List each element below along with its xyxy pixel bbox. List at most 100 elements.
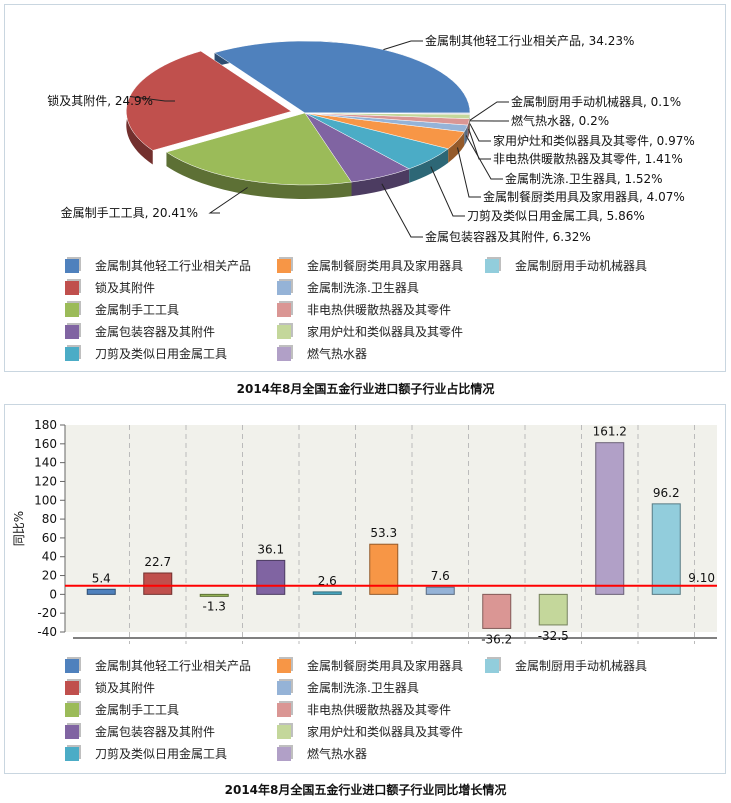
bar	[538, 593, 568, 626]
pie-leader-line	[469, 123, 491, 142]
legend-item[interactable]: 金属制洗涤.卫生器具	[277, 279, 419, 296]
legend-swatch	[65, 724, 79, 739]
pie-slice-top	[165, 112, 352, 186]
bar	[86, 588, 116, 595]
legend-item[interactable]: 金属包装容器及其附件	[65, 323, 215, 340]
pie-slice-side	[351, 168, 410, 197]
bar-value-label: 5.4	[92, 571, 111, 585]
bar	[595, 442, 625, 595]
bar	[256, 559, 286, 595]
legend-label: 燃气热水器	[307, 347, 368, 361]
legend-label: 燃气热水器	[307, 747, 368, 761]
legend-swatch	[277, 280, 291, 295]
legend-item[interactable]: 金属包装容器及其附件	[65, 723, 215, 740]
legend-item[interactable]: 金属制洗涤.卫生器具	[277, 679, 419, 696]
legend-swatch	[277, 724, 291, 739]
bar-value-label: 22.7	[144, 555, 171, 569]
y-tick-label: 160	[34, 437, 57, 451]
legend-swatch	[65, 746, 79, 761]
legend-item[interactable]: 金属制厨用手动机械器具	[485, 257, 647, 274]
pie-slice-label: 燃气热水器, 0.2%	[511, 113, 609, 128]
legend-item[interactable]: 刀剪及类似日用金属工具	[65, 345, 227, 362]
legend-item[interactable]: 燃气热水器	[277, 345, 367, 362]
bar-value-label: 161.2	[593, 425, 627, 439]
legend-item[interactable]: 金属制餐厨类用具及家用器具	[277, 657, 463, 674]
pie-slice-label: 金属制餐厨类用具及家用器具, 4.07%	[483, 189, 685, 204]
y-tick-label: 20	[42, 569, 57, 583]
pie-leader-line	[457, 147, 481, 198]
legend-swatch	[277, 658, 291, 673]
legend-swatch	[65, 280, 79, 295]
legend-swatch	[65, 346, 79, 361]
legend-swatch	[65, 702, 79, 717]
legend-item[interactable]: 家用炉灶和类似器具及其零件	[277, 323, 463, 340]
pie-chart: 金属制其他轻工行业相关产品, 34.23% 锁及其附件, 24.9% 金属制手工工具…	[47, 33, 695, 244]
bar-value-label: -1.3	[203, 600, 226, 614]
legend-swatch	[65, 258, 79, 273]
pie-slice-label: 金属制洗涤.卫生器具, 1.52%	[505, 171, 663, 186]
pie-leader-line	[383, 40, 423, 51]
legend-swatch	[65, 302, 79, 317]
legend-label: 非电热供暖散热器及其零件	[307, 303, 452, 317]
legend-label: 金属制洗涤.卫生器具	[307, 681, 419, 695]
y-tick-label: 80	[42, 512, 57, 526]
legend-item[interactable]: 非电热供暖散热器及其零件	[277, 701, 451, 718]
pie-leader-line	[430, 166, 465, 217]
y-axis-label: 同比%	[12, 511, 26, 546]
y-tick-label: 40	[42, 550, 57, 564]
legend-swatch	[65, 324, 79, 339]
legend-label: 金属制手工工具	[95, 303, 180, 317]
y-tick-label: 0	[49, 587, 57, 601]
legend-item[interactable]: 锁及其附件	[65, 279, 155, 296]
legend-label: 金属包装容器及其附件	[95, 325, 216, 339]
bar-value-label: 53.3	[370, 526, 397, 540]
legend-label: 金属制洗涤.卫生器具	[307, 281, 419, 295]
bar	[651, 503, 681, 595]
legend-item[interactable]: 金属制其他轻工行业相关产品	[65, 657, 251, 674]
legend-label: 锁及其附件	[95, 681, 156, 695]
y-tick-label: -40	[37, 625, 57, 639]
pie-slice-label: 金属制手工工具, 20.41%	[61, 205, 198, 220]
legend-item[interactable]: 锁及其附件	[65, 679, 155, 696]
bar-value-label: 2.6	[318, 574, 337, 588]
legend-item[interactable]: 家用炉灶和类似器具及其零件	[277, 723, 463, 740]
pie-leader-line	[465, 135, 503, 180]
legend-item[interactable]: 金属制厨用手动机械器具	[485, 657, 647, 674]
legend-item[interactable]: 非电热供暖散热器及其零件	[277, 301, 451, 318]
legend-swatch	[485, 258, 499, 273]
legend-item[interactable]: 金属制手工工具	[65, 701, 179, 718]
y-tick-label: 120	[34, 474, 57, 488]
legend-label: 金属制餐厨类用具及家用器具	[307, 259, 464, 273]
legend-swatch	[277, 746, 291, 761]
pie-chart-panel: 金属制其他轻工行业相关产品, 34.23% 锁及其附件, 24.9% 金属制手工工具…	[4, 4, 726, 372]
legend-item[interactable]: 燃气热水器	[277, 745, 367, 762]
legend-label: 金属制手工工具	[95, 703, 180, 717]
pie-slice-side	[448, 131, 465, 163]
legend-item[interactable]: 刀剪及类似日用金属工具	[65, 745, 227, 762]
legend-label: 金属制其他轻工行业相关产品	[95, 659, 252, 673]
legend-item[interactable]: 金属制餐厨类用具及家用器具	[277, 257, 463, 274]
legend-swatch	[65, 680, 79, 695]
pie-slice-side	[467, 118, 470, 140]
legend-item[interactable]: 金属制手工工具	[65, 301, 179, 318]
pie-chart-title: 2014年8月全国五金行业进口额子行业占比情况	[236, 382, 495, 396]
legend-swatch	[277, 302, 291, 317]
pie-leader-line	[208, 187, 248, 214]
bar	[312, 591, 342, 595]
legend-swatch	[277, 680, 291, 695]
y-tick-label: 100	[34, 493, 57, 507]
bar	[369, 543, 399, 595]
legend-label: 金属制厨用手动机械器具	[515, 259, 648, 273]
pie-leader-line	[468, 128, 491, 160]
pie-slice-label: 非电热供暖散热器及其零件, 1.41%	[493, 151, 683, 166]
bar	[425, 586, 455, 595]
legend-label: 金属制餐厨类用具及家用器具	[307, 659, 464, 673]
bar-chart: -40 -20 0 20 40 60 80 100 120 140 160 180 同比% 5.4 22.7…	[12, 418, 717, 646]
legend-swatch	[277, 324, 291, 339]
pie-slice-side	[166, 152, 352, 200]
legend-item[interactable]: 金属制其他轻工行业相关产品	[65, 257, 251, 274]
bar-value-label: -36.2	[481, 632, 512, 646]
y-tick-label: 140	[34, 456, 57, 470]
bar	[199, 593, 229, 597]
bar-value-label: -32.5	[538, 629, 569, 643]
